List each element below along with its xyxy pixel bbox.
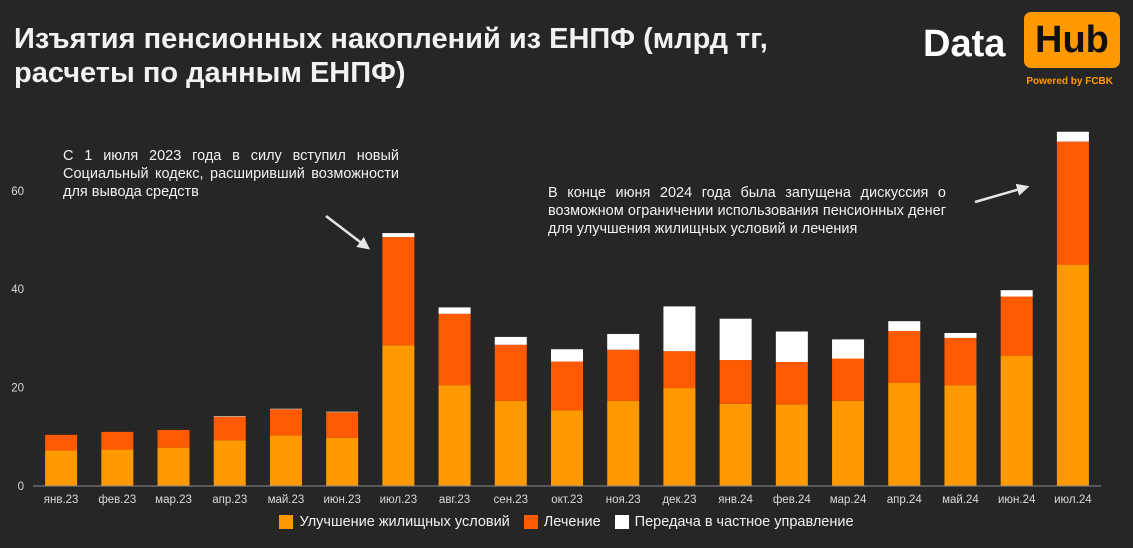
bar-housing-ноя.23 (607, 400, 640, 486)
bar-private-management-янв.24 (719, 318, 752, 361)
x-tick-label: янв.24 (718, 494, 753, 506)
bar-housing-авг.23 (438, 385, 471, 486)
bar-treatment-янв.24 (719, 360, 752, 404)
bar-housing-фев.24 (775, 404, 808, 486)
bar-treatment-апр.24 (888, 331, 921, 383)
y-tick-label: 40 (11, 284, 24, 296)
legend-label-housing: Улучшение жилищных условий (299, 514, 510, 530)
legend-label-private-management: Передача в частное управление (634, 514, 854, 530)
bar-private-management-окт.23 (551, 349, 583, 362)
bar-housing-июл.24 (1056, 264, 1089, 486)
y-tick-label: 20 (11, 383, 24, 395)
bar-private-management-июн.24 (1000, 290, 1033, 297)
logo-word-data: Data (923, 23, 1006, 65)
x-tick-label: май.24 (942, 494, 979, 506)
datahub-logo: Data Hub Powered by FCBK (923, 10, 1120, 90)
bar-housing-мар.24 (832, 400, 865, 486)
bar-treatment-июл.24 (1056, 141, 1089, 265)
x-tick-label: июн.24 (998, 494, 1036, 506)
bar-private-management-мар.24 (832, 339, 865, 359)
bar-treatment-ноя.23 (607, 349, 640, 401)
legend-item-treatment: Лечение (523, 514, 601, 530)
chart-legend: Улучшение жилищных условий Лечение Перед… (0, 514, 1133, 530)
bar-housing-май.23 (269, 435, 302, 486)
bar-housing-июн.23 (326, 437, 359, 486)
x-tick-label: сен.23 (494, 494, 528, 506)
bar-housing-янв.23 (45, 450, 78, 486)
legend-swatch-housing (279, 515, 294, 529)
annotation-restriction-discussion: В конце июня 2024 года была запущена дис… (548, 185, 946, 237)
bar-treatment-дек.23 (663, 351, 696, 389)
bar-private-management-дек.23 (663, 306, 696, 352)
bar-treatment-июл.23 (382, 237, 415, 346)
chart-title: Изъятия пенсионных накоплений из ЕНПФ (м… (14, 23, 768, 89)
bar-housing-янв.24 (719, 403, 752, 486)
bar-housing-окт.23 (551, 410, 583, 486)
legend-item-private-management: Передача в частное управление (614, 514, 854, 530)
bar-housing-июн.24 (1000, 355, 1033, 486)
legend-item-housing: Улучшение жилищных условий (279, 514, 510, 530)
y-tick-label: 0 (18, 481, 24, 493)
logo-word-hub: Hub (1024, 12, 1120, 68)
bar-private-management-июл.23 (382, 233, 415, 238)
annotation-social-code: С 1 июля 2023 года в силу вступил новый … (63, 148, 399, 200)
legend-swatch-private-management (614, 515, 629, 529)
x-tick-label: фев.24 (773, 494, 812, 506)
y-tick-label: 60 (11, 186, 24, 198)
bar-treatment-авг.23 (438, 313, 471, 386)
bar-private-management-фев.24 (775, 331, 808, 363)
bar-housing-май.24 (944, 385, 977, 486)
bar-housing-июл.23 (382, 345, 415, 486)
x-tick-label: июл.24 (1054, 494, 1092, 506)
bar-housing-фев.23 (101, 449, 134, 486)
x-tick-label: июл.23 (380, 494, 418, 506)
bar-private-management-авг.23 (438, 307, 471, 314)
x-tick-label: май.23 (268, 494, 305, 506)
x-tick-label: апр.24 (887, 494, 923, 506)
bar-housing-дек.23 (663, 388, 696, 486)
bar-private-management-сен.23 (494, 336, 527, 345)
bar-treatment-июн.24 (1000, 296, 1033, 356)
annotation-arrow-july-2023 (325, 215, 370, 250)
bar-housing-апр.23 (213, 440, 246, 486)
bar-housing-апр.24 (888, 382, 921, 486)
bar-private-management-июл.24 (1056, 131, 1089, 142)
bar-treatment-фев.24 (775, 362, 808, 405)
bar-housing-мар.23 (157, 447, 190, 486)
bar-treatment-апр.23 (213, 416, 246, 441)
logo-tagline: Powered by FCBK (1026, 76, 1113, 87)
bar-treatment-май.23 (269, 409, 302, 436)
bar-treatment-окт.23 (551, 361, 583, 411)
legend-label-treatment: Лечение (543, 514, 601, 530)
bar-treatment-июн.23 (326, 412, 359, 438)
legend-swatch-treatment (523, 515, 538, 529)
x-tick-label: ноя.23 (606, 494, 641, 506)
x-tick-label: мар.24 (830, 494, 867, 506)
bar-housing-сен.23 (494, 400, 527, 486)
annotation-arrow-july-2024 (974, 183, 1030, 204)
x-tick-label: мар.23 (155, 494, 192, 506)
bar-private-management-апр.24 (888, 321, 921, 332)
x-tick-label: фев.23 (98, 494, 136, 506)
bar-treatment-мар.24 (832, 358, 865, 401)
bar-treatment-сен.23 (494, 344, 527, 401)
x-tick-label: окт.23 (551, 494, 583, 506)
x-tick-label: авг.23 (439, 494, 470, 506)
bar-private-management-май.24 (944, 332, 977, 338)
x-tick-label: янв.23 (44, 494, 79, 506)
x-tick-label: июн.23 (323, 494, 360, 506)
x-tick-label: дек.23 (662, 494, 696, 506)
bar-treatment-май.24 (944, 337, 977, 386)
x-tick-label: апр.23 (212, 494, 247, 506)
bar-treatment-мар.23 (157, 429, 190, 448)
bar-treatment-фев.23 (101, 431, 134, 450)
bar-treatment-янв.23 (45, 434, 78, 451)
bar-private-management-ноя.23 (607, 333, 640, 350)
